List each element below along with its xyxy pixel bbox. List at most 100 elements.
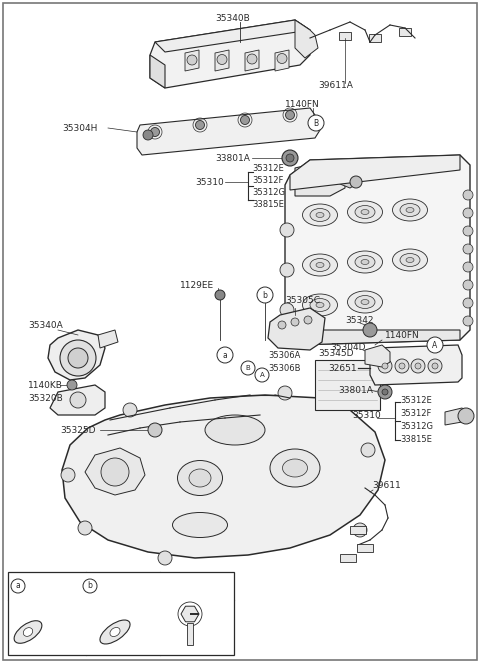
Circle shape bbox=[378, 385, 392, 399]
Circle shape bbox=[350, 176, 362, 188]
Ellipse shape bbox=[348, 201, 383, 223]
Ellipse shape bbox=[355, 255, 375, 269]
Text: 33815E: 33815E bbox=[252, 200, 284, 208]
Text: A: A bbox=[260, 372, 264, 378]
Ellipse shape bbox=[205, 415, 265, 445]
Text: 1140FN: 1140FN bbox=[285, 99, 320, 109]
Circle shape bbox=[458, 408, 474, 424]
Text: 35304H: 35304H bbox=[62, 123, 97, 133]
Ellipse shape bbox=[400, 204, 420, 217]
Polygon shape bbox=[137, 108, 320, 155]
Circle shape bbox=[415, 363, 421, 369]
Circle shape bbox=[195, 121, 204, 129]
Polygon shape bbox=[185, 50, 199, 71]
Polygon shape bbox=[295, 20, 318, 58]
Polygon shape bbox=[445, 408, 470, 425]
Circle shape bbox=[60, 340, 96, 376]
Circle shape bbox=[215, 290, 225, 300]
Ellipse shape bbox=[361, 259, 369, 265]
Ellipse shape bbox=[361, 300, 369, 304]
Circle shape bbox=[187, 55, 197, 65]
Ellipse shape bbox=[302, 294, 337, 316]
Circle shape bbox=[304, 316, 312, 324]
FancyBboxPatch shape bbox=[369, 34, 381, 42]
Circle shape bbox=[241, 361, 255, 375]
Polygon shape bbox=[285, 155, 470, 345]
Text: 1129EE: 1129EE bbox=[180, 280, 214, 290]
FancyBboxPatch shape bbox=[357, 544, 373, 552]
Text: 35304D: 35304D bbox=[330, 343, 365, 351]
Ellipse shape bbox=[393, 249, 428, 271]
Circle shape bbox=[217, 347, 233, 363]
Text: 35312E: 35312E bbox=[252, 164, 284, 172]
Ellipse shape bbox=[283, 459, 308, 477]
Polygon shape bbox=[155, 20, 310, 52]
Circle shape bbox=[67, 380, 77, 390]
Polygon shape bbox=[295, 160, 345, 196]
Text: 33801A: 33801A bbox=[215, 154, 250, 162]
Ellipse shape bbox=[316, 263, 324, 267]
Text: 35342: 35342 bbox=[345, 316, 373, 324]
Polygon shape bbox=[85, 448, 145, 495]
Circle shape bbox=[395, 359, 409, 373]
Ellipse shape bbox=[302, 204, 337, 226]
Polygon shape bbox=[370, 345, 462, 385]
Circle shape bbox=[363, 323, 377, 337]
Text: 35312F: 35312F bbox=[400, 408, 432, 418]
Polygon shape bbox=[62, 395, 385, 558]
Text: 32651: 32651 bbox=[328, 363, 357, 373]
Circle shape bbox=[463, 226, 473, 236]
Ellipse shape bbox=[310, 208, 330, 221]
Text: 35312G: 35312G bbox=[252, 188, 285, 196]
Text: 39611A: 39611A bbox=[318, 80, 353, 90]
Text: 35320B: 35320B bbox=[28, 394, 63, 402]
Circle shape bbox=[463, 298, 473, 308]
Circle shape bbox=[70, 392, 86, 408]
Circle shape bbox=[291, 318, 299, 326]
Ellipse shape bbox=[361, 210, 369, 215]
Text: 35345F: 35345F bbox=[28, 581, 62, 591]
Polygon shape bbox=[150, 55, 165, 88]
Ellipse shape bbox=[14, 621, 42, 643]
Polygon shape bbox=[330, 175, 360, 188]
Circle shape bbox=[432, 363, 438, 369]
Text: A: A bbox=[432, 341, 438, 349]
Circle shape bbox=[463, 262, 473, 272]
Circle shape bbox=[68, 348, 88, 368]
Text: b: b bbox=[263, 290, 267, 300]
Text: 35345D: 35345D bbox=[318, 349, 353, 357]
Circle shape bbox=[428, 359, 442, 373]
Circle shape bbox=[463, 208, 473, 218]
Circle shape bbox=[11, 579, 25, 593]
Ellipse shape bbox=[172, 512, 228, 538]
Circle shape bbox=[280, 263, 294, 277]
Circle shape bbox=[61, 468, 75, 482]
FancyBboxPatch shape bbox=[8, 572, 234, 655]
Polygon shape bbox=[285, 330, 460, 345]
FancyBboxPatch shape bbox=[350, 526, 366, 534]
Ellipse shape bbox=[406, 257, 414, 263]
Text: 1140FN: 1140FN bbox=[385, 330, 420, 339]
FancyBboxPatch shape bbox=[340, 554, 356, 562]
Text: 1140KB: 1140KB bbox=[28, 381, 63, 389]
Text: 35345G: 35345G bbox=[100, 581, 136, 591]
Circle shape bbox=[308, 115, 324, 131]
Polygon shape bbox=[365, 345, 390, 367]
Ellipse shape bbox=[270, 449, 320, 487]
Circle shape bbox=[278, 321, 286, 329]
Circle shape bbox=[151, 127, 159, 137]
Circle shape bbox=[277, 54, 287, 64]
Ellipse shape bbox=[189, 469, 211, 487]
Circle shape bbox=[427, 337, 443, 353]
Text: 33815E: 33815E bbox=[400, 434, 432, 444]
Ellipse shape bbox=[100, 620, 130, 644]
Circle shape bbox=[286, 111, 295, 119]
Text: 35305C: 35305C bbox=[285, 296, 320, 304]
Polygon shape bbox=[268, 308, 325, 350]
FancyBboxPatch shape bbox=[399, 28, 411, 36]
Ellipse shape bbox=[24, 628, 33, 636]
Circle shape bbox=[148, 423, 162, 437]
Circle shape bbox=[463, 244, 473, 254]
Text: 35340A: 35340A bbox=[28, 320, 63, 330]
Text: 35312E: 35312E bbox=[400, 396, 432, 404]
